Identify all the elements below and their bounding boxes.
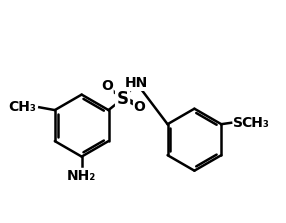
Text: S: S: [233, 116, 243, 130]
Text: S: S: [117, 90, 129, 108]
Text: O: O: [134, 100, 146, 114]
Text: CH₃: CH₃: [9, 100, 37, 114]
Text: HN: HN: [125, 76, 148, 90]
Text: O: O: [101, 79, 113, 93]
Text: CH₃: CH₃: [241, 116, 269, 130]
Text: NH₂: NH₂: [67, 169, 96, 183]
